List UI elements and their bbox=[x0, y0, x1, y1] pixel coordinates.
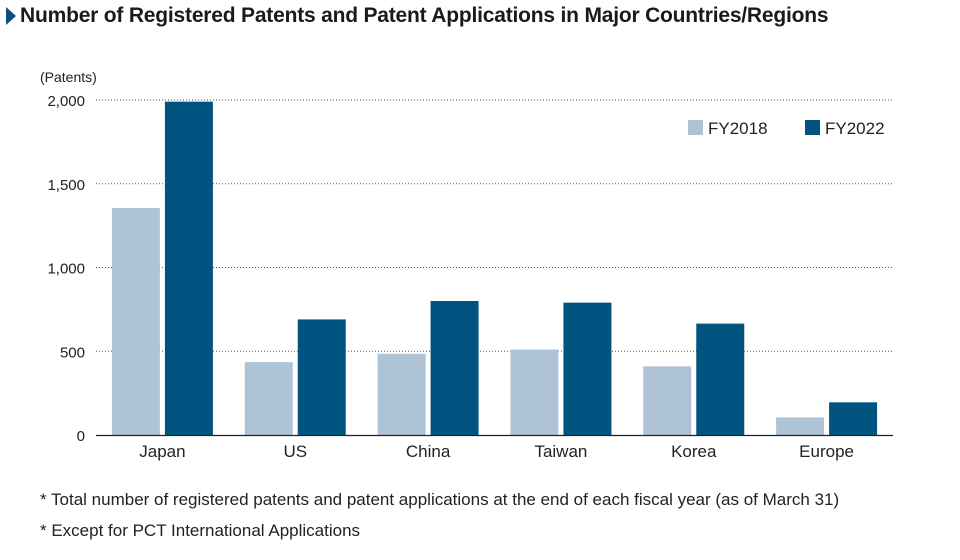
legend-swatch bbox=[688, 120, 703, 135]
bar-fy2022-korea bbox=[696, 323, 745, 435]
bar-fy2018-us bbox=[244, 362, 293, 435]
y-tick-label: 0 bbox=[77, 428, 85, 445]
y-unit-label: (Patents) bbox=[40, 69, 97, 85]
x-tick-label: Korea bbox=[671, 442, 717, 461]
legend-label: FY2022 bbox=[825, 119, 885, 138]
y-tick-label: 500 bbox=[60, 344, 85, 361]
bar-fy2018-korea bbox=[643, 366, 692, 435]
bar-fy2018-europe bbox=[776, 417, 825, 435]
bar-fy2018-china bbox=[377, 353, 426, 435]
chart-title-block: Number of Registered Patents and Patent … bbox=[6, 4, 829, 28]
y-tick-label: 2,000 bbox=[47, 93, 85, 110]
bar-fy2018-taiwan bbox=[510, 349, 559, 435]
chart-title: Number of Registered Patents and Patent … bbox=[20, 4, 829, 27]
x-tick-label: Taiwan bbox=[534, 442, 587, 461]
bar-fy2022-taiwan bbox=[563, 302, 612, 435]
footnote-1: * Total number of registered patents and… bbox=[40, 490, 840, 509]
legend-label: FY2018 bbox=[708, 119, 768, 138]
x-tick-label: China bbox=[406, 442, 451, 461]
bar-fy2022-us bbox=[297, 319, 346, 435]
bar-chart: 0 500 1,000 1,500 2,000 (Patents) Japan US China… bbox=[40, 69, 893, 461]
footnote-2: * Except for PCT International Applicati… bbox=[40, 521, 361, 540]
bar-fy2018-japan bbox=[111, 208, 160, 435]
bar-fy2022-europe bbox=[829, 402, 878, 435]
x-tick-label: Japan bbox=[139, 442, 185, 461]
y-tick-label: 1,500 bbox=[47, 177, 85, 194]
x-tick-label: US bbox=[283, 442, 307, 461]
bar-fy2022-china bbox=[430, 301, 479, 435]
legend-swatch bbox=[805, 120, 820, 135]
title-arrow-icon bbox=[6, 7, 16, 25]
bar-fy2022-japan bbox=[164, 101, 213, 436]
x-tick-label: Europe bbox=[799, 442, 854, 461]
y-tick-label: 1,000 bbox=[47, 261, 85, 278]
